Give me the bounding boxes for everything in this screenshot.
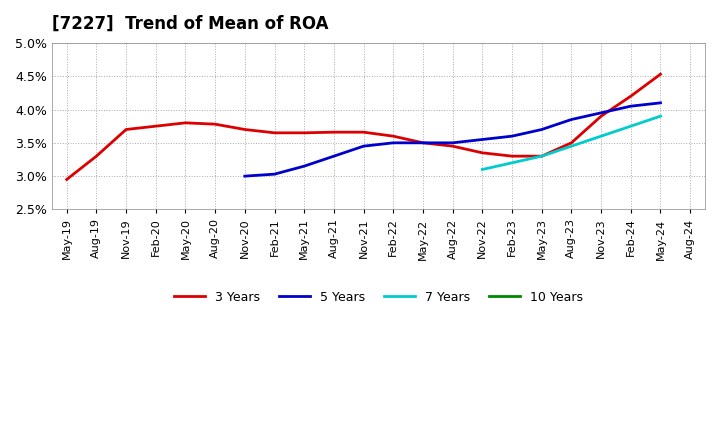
- 3 Years: [626, 94, 635, 99]
- 3 Years: [359, 129, 368, 135]
- 3 Years: [508, 154, 516, 159]
- 3 Years: [122, 127, 130, 132]
- 5 Years: [359, 143, 368, 149]
- 3 Years: [478, 150, 487, 155]
- 7 Years: [508, 160, 516, 165]
- 3 Years: [270, 130, 279, 136]
- 5 Years: [537, 127, 546, 132]
- 3 Years: [449, 143, 457, 149]
- 3 Years: [389, 133, 397, 139]
- 5 Years: [449, 140, 457, 146]
- 5 Years: [300, 164, 309, 169]
- 5 Years: [389, 140, 397, 146]
- 7 Years: [537, 154, 546, 159]
- 7 Years: [656, 114, 665, 119]
- 5 Years: [418, 140, 427, 146]
- 3 Years: [211, 121, 220, 127]
- 5 Years: [567, 117, 576, 122]
- 5 Years: [478, 137, 487, 142]
- 3 Years: [181, 120, 190, 125]
- 3 Years: [63, 177, 71, 182]
- Line: 5 Years: 5 Years: [245, 103, 660, 176]
- 3 Years: [597, 114, 606, 119]
- 3 Years: [300, 130, 309, 136]
- Line: 7 Years: 7 Years: [482, 116, 660, 169]
- Legend: 3 Years, 5 Years, 7 Years, 10 Years: 3 Years, 5 Years, 7 Years, 10 Years: [168, 286, 588, 309]
- 5 Years: [597, 110, 606, 115]
- 7 Years: [597, 133, 606, 139]
- 3 Years: [656, 72, 665, 77]
- 5 Years: [508, 133, 516, 139]
- 7 Years: [478, 167, 487, 172]
- 3 Years: [537, 154, 546, 159]
- Line: 3 Years: 3 Years: [67, 74, 660, 180]
- 5 Years: [270, 172, 279, 177]
- 7 Years: [567, 143, 576, 149]
- 7 Years: [626, 124, 635, 129]
- 5 Years: [656, 100, 665, 106]
- 5 Years: [330, 154, 338, 159]
- 3 Years: [92, 154, 101, 159]
- 3 Years: [240, 127, 249, 132]
- 3 Years: [151, 124, 160, 129]
- 3 Years: [418, 140, 427, 146]
- Text: [7227]  Trend of Mean of ROA: [7227] Trend of Mean of ROA: [52, 15, 328, 33]
- 5 Years: [626, 103, 635, 109]
- 5 Years: [240, 173, 249, 179]
- 3 Years: [567, 140, 576, 146]
- 3 Years: [330, 129, 338, 135]
